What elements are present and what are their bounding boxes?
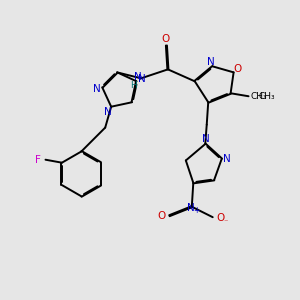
Text: N: N (93, 84, 101, 94)
Text: CH₃: CH₃ (250, 92, 267, 101)
Text: O: O (161, 34, 170, 44)
Text: N: N (223, 154, 231, 164)
Text: N: N (207, 57, 215, 67)
Text: N: N (134, 72, 141, 82)
Text: ⁻: ⁻ (223, 217, 227, 226)
Text: O: O (233, 64, 241, 74)
Text: F: F (35, 155, 41, 165)
Text: N: N (138, 74, 146, 84)
Text: O: O (216, 213, 224, 223)
Text: N: N (202, 134, 210, 144)
Text: N: N (104, 107, 112, 117)
Text: CH₃: CH₃ (258, 92, 275, 101)
Text: H: H (130, 81, 137, 90)
Text: +: + (194, 206, 200, 215)
Text: O: O (157, 211, 166, 221)
Text: N: N (187, 203, 195, 213)
